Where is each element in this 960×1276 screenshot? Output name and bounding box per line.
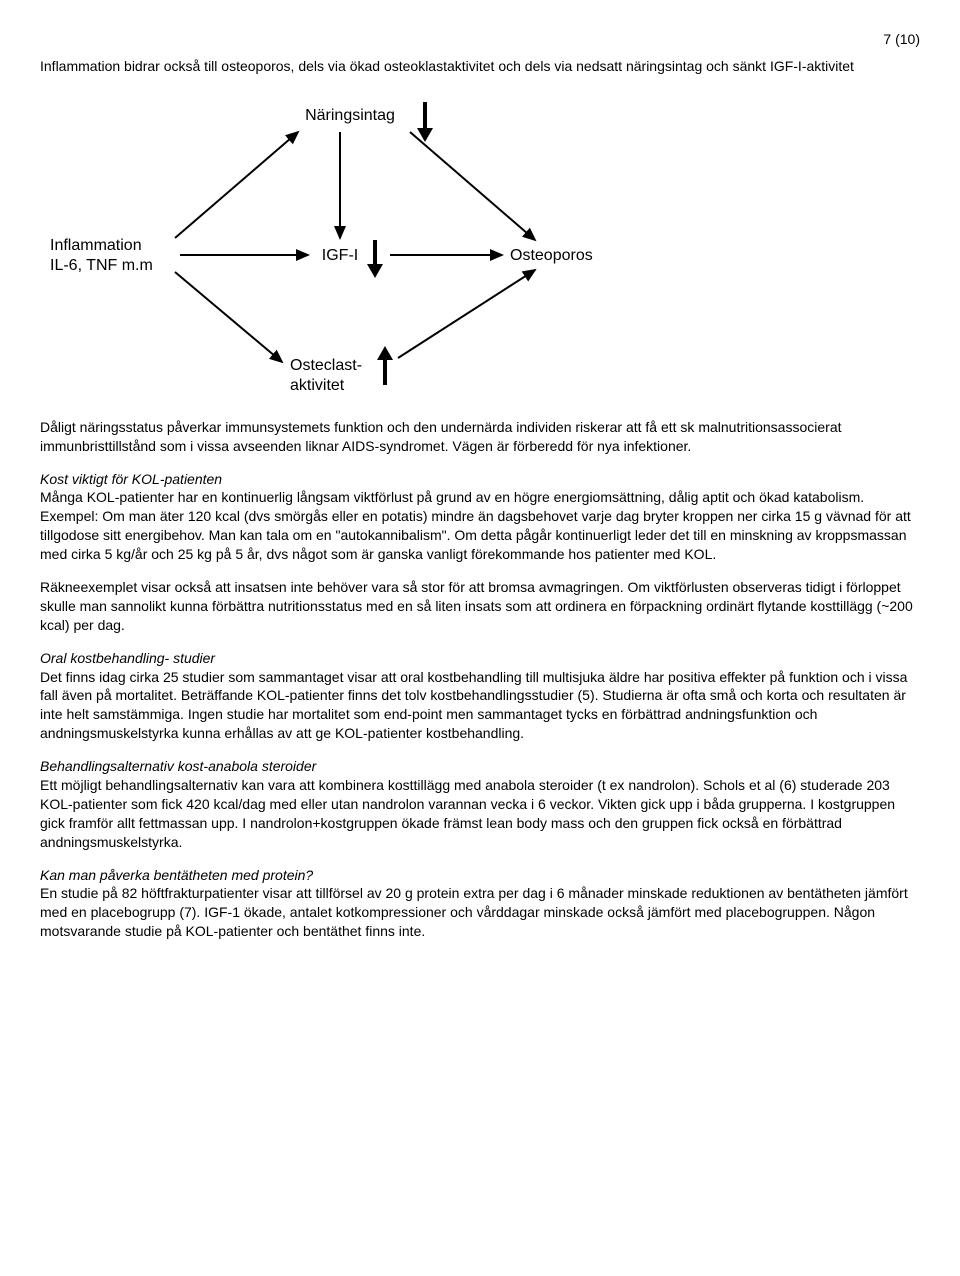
up-arrow-icon xyxy=(377,346,393,385)
heading-oral-kostbehandling: Oral kostbehandling- studier xyxy=(40,650,215,666)
arrow-inflammation-naringsintag xyxy=(175,132,298,238)
intro-paragraph: Inflammation bidrar också till osteoporo… xyxy=(40,57,920,76)
paragraph-immunsystem: Dåligt näringsstatus påverkar immunsyste… xyxy=(40,418,920,456)
paragraph-anabola-steroider: Ett möjligt behandlingsalternativ kan va… xyxy=(40,777,895,850)
arrow-osteclast-osteoporos xyxy=(398,270,535,358)
section-anabola-steroider: Behandlingsalternativ kost-anabola stero… xyxy=(40,757,920,851)
diagram-label-osteclast2: aktivitet xyxy=(290,377,345,394)
down-arrow-icon xyxy=(367,240,383,278)
arrow-inflammation-osteclast xyxy=(175,272,282,362)
paragraph-bentathet-protein: En studie på 82 höftfrakturpatienter vis… xyxy=(40,885,908,939)
paragraph-oral-kostbehandling: Det finns idag cirka 25 studier som samm… xyxy=(40,669,907,742)
heading-bentathet-protein: Kan man påverka bentätheten med protein? xyxy=(40,867,313,883)
heading-kost-kol: Kost viktigt för KOL-patienten xyxy=(40,471,222,487)
section-bentathet-protein: Kan man påverka bentätheten med protein?… xyxy=(40,866,920,942)
diagram-label-il6: IL-6, TNF m.m xyxy=(50,257,153,274)
diagram-label-igf: IGF-I xyxy=(322,247,358,264)
inflammation-diagram: Näringsintag Inflammation IL-6, TNF m.m … xyxy=(40,90,920,400)
page-number: 7 (10) xyxy=(40,30,920,49)
down-arrow-icon xyxy=(417,102,433,142)
heading-anabola-steroider: Behandlingsalternativ kost-anabola stero… xyxy=(40,758,316,774)
diagram-label-osteclast1: Osteclast- xyxy=(290,357,362,374)
section-oral-kostbehandling: Oral kostbehandling- studier Det finns i… xyxy=(40,649,920,743)
diagram-label-naringsintag: Näringsintag xyxy=(305,107,395,124)
arrow-naringsintag-osteoporos xyxy=(410,132,535,240)
paragraph-exempel: Exempel: Om man äter 120 kcal (dvs smörg… xyxy=(40,508,911,562)
paragraph-kol-viktforlust: Många KOL-patienter har en kontinuerlig … xyxy=(40,489,864,505)
section-kost-kol: Kost viktigt för KOL-patienten Många KOL… xyxy=(40,470,920,564)
diagram-label-inflammation: Inflammation xyxy=(50,237,142,254)
diagram-label-osteoporos: Osteoporos xyxy=(510,247,593,264)
paragraph-rakneexempel: Räkneexemplet visar också att insatsen i… xyxy=(40,578,920,635)
